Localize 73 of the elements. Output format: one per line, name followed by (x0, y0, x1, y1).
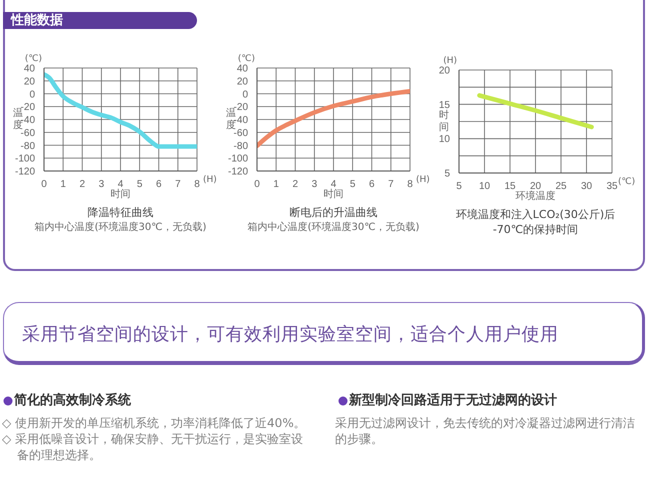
y-axis-title: 温度 (13, 108, 23, 130)
y-tick-label: 40 (24, 64, 36, 75)
x-tick-label: 3 (98, 179, 105, 190)
line-series (257, 88, 410, 148)
text: ◇ 使用新开发的单压缩机系统，功率消耗降低了近40%。 (2, 416, 306, 430)
text: 环境温度和注入LCO₂(30公斤)后 -70℃的保持时间 (456, 208, 616, 236)
text: 简化的高效制冷系统 (14, 393, 131, 408)
text: 采用节省空间的设计，可有效利用实验室空间，适合个人用户使用 (22, 324, 558, 345)
x-tick-label: 30 (580, 181, 592, 192)
line-series (44, 72, 197, 149)
x-tick-label: 25 (555, 181, 567, 192)
x-tick-label: 8 (407, 179, 414, 190)
text: (H) (443, 56, 457, 66)
x-tick-label: 5 (350, 179, 356, 190)
y-tick-label: -20 (20, 102, 36, 114)
x-tick-label: 0 (41, 179, 48, 190)
x-tick-label: 5 (456, 181, 462, 192)
y-tick-label: -80 (20, 140, 36, 152)
line-series (477, 93, 594, 130)
y-tick-label: -100 (14, 154, 36, 165)
x-tick-label: 2 (79, 179, 86, 190)
text: ◇ 采用低噪音设计，确保安静、无干扰运行，是实验室设备的理想选择。 (2, 432, 304, 462)
text: (℃) (238, 54, 255, 64)
x-tick-label: 6 (368, 179, 375, 190)
x-tick-label: 0 (254, 179, 260, 190)
y-tick-label: -60 (234, 128, 248, 139)
text: 新型制冷回路适用于无过滤网的设计 (349, 393, 557, 408)
text: (℃) (618, 177, 636, 187)
x-tick-label: 6 (156, 179, 162, 190)
y-tick-label: -120 (14, 166, 36, 178)
y-tick-label: -40 (234, 115, 248, 126)
y-tick-label: -60 (20, 128, 36, 139)
y-tick-label: -40 (20, 115, 36, 126)
x-tick-label: 7 (388, 179, 394, 190)
text: 断电后的升温曲线 (290, 206, 378, 219)
x-tick-label: 35 (606, 181, 618, 192)
x-axis-title: 时间 (110, 189, 130, 200)
y-tick-label: 0 (242, 89, 248, 100)
text: 采用无过滤网设计，免去传统的对冷凝器过滤网进行清洁的步骤。 (335, 416, 635, 446)
y-tick-label: 20 (24, 76, 36, 88)
y-tick-label: -100 (228, 154, 248, 165)
y-tick-label: -20 (234, 102, 248, 114)
x-tick-label: 3 (312, 179, 318, 190)
y-tick-label: 20 (236, 76, 248, 88)
text: 性能数据 (11, 13, 63, 28)
y-tick-label: 0 (29, 89, 36, 100)
x-tick-label: 4 (118, 179, 124, 190)
x-tick-label: 5 (136, 179, 143, 190)
x-tick-label: 15 (504, 181, 516, 192)
text: 箱内中心温度(环境温度30℃，无负载) (248, 222, 420, 233)
y-axis-title: 温度 (226, 108, 236, 130)
y-tick-label: 20 (438, 66, 450, 77)
x-tick-label: 7 (175, 179, 182, 190)
y-tick-label: -80 (234, 140, 248, 152)
y-tick-label: 5 (444, 168, 450, 180)
y-tick-label: 15 (438, 100, 450, 111)
x-axis-title: 时间 (324, 189, 344, 200)
y-axis-title: 时间 (439, 110, 449, 132)
text: (℃) (24, 54, 42, 64)
y-tick-label: 10 (438, 134, 450, 146)
x-tick-label: 1 (273, 179, 280, 190)
x-tick-label: 4 (330, 179, 337, 190)
text: (H) (203, 175, 217, 185)
text: 箱内中心温度(环境温度30℃，无负载) (34, 222, 206, 233)
x-tick-label: 8 (194, 179, 200, 190)
x-tick-label: 10 (478, 181, 490, 192)
y-tick-label: -120 (228, 166, 248, 178)
x-axis-title: 环境温度 (516, 191, 556, 202)
x-tick-label: 2 (292, 179, 298, 190)
y-tick-label: 40 (236, 64, 248, 75)
text: 降温特征曲线 (88, 206, 154, 219)
text: (H) (416, 175, 430, 185)
x-tick-label: 1 (60, 179, 66, 190)
